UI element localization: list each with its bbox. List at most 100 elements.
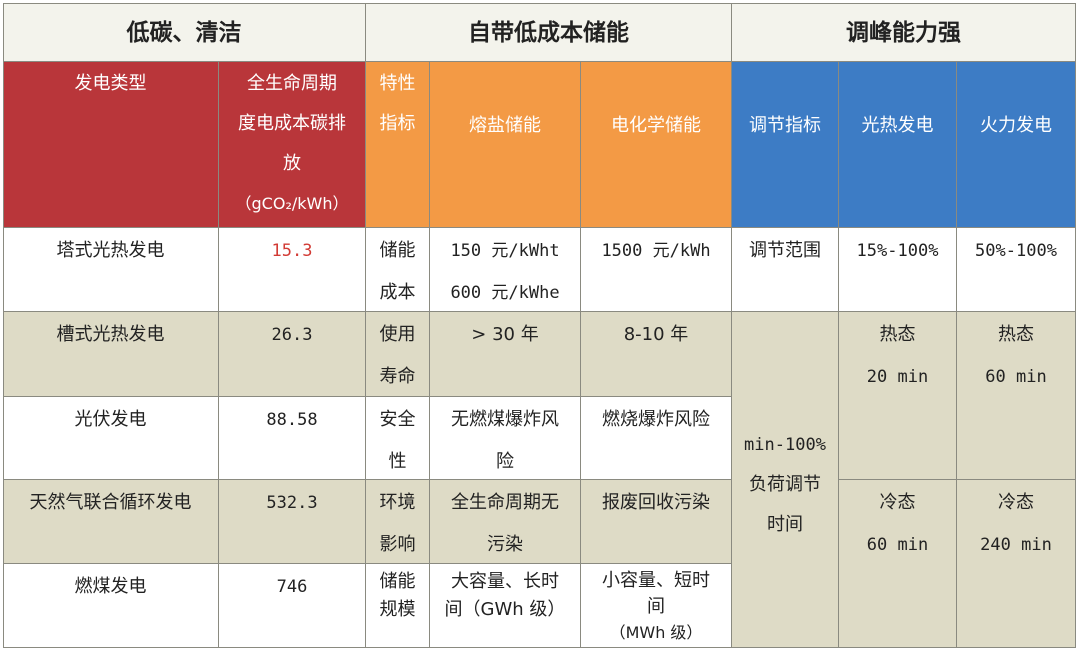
feature-line1: 安全 <box>379 409 416 430</box>
storage-electro: 小容量、短时 间 （MWh 级） <box>581 564 732 648</box>
storage-molten: 150 元/kWht 600 元/kWhe <box>430 228 581 312</box>
header-feature-line1: 特性 <box>379 73 416 94</box>
hot-label: 热态 <box>998 324 1034 345</box>
time-label-line2: 负荷调节 <box>749 473 821 495</box>
header-feature-line2: 指标 <box>379 113 416 134</box>
header-molten-label: 熔盐储能 <box>469 114 541 136</box>
cold-label: 冷态 <box>879 492 916 513</box>
molten-line2: 污染 <box>487 534 523 555</box>
header-thermal: 火力发电 <box>957 62 1076 228</box>
header-type-label: 发电类型 <box>74 73 147 94</box>
header-carbon-line2: 度电成本碳排 <box>238 113 346 134</box>
row-type-label: 塔式光热发电 <box>56 240 165 261</box>
peak-time-label: min-100% 负荷调节 时间 <box>732 312 839 648</box>
header-electro: 电化学储能 <box>581 62 732 228</box>
feature-line1: 储能 <box>379 240 416 261</box>
storage-feature: 储能 成本 <box>366 228 430 312</box>
storage-molten: 无燃煤爆炸风 险 <box>430 397 581 480</box>
header-csp: 光热发电 <box>839 62 957 228</box>
peak-hot-csp: 热态 20 min <box>839 312 957 480</box>
range-label: 调节范围 <box>749 240 821 261</box>
feature-line2: 规模 <box>379 599 416 620</box>
group-header-peak: 调峰能力强 <box>732 3 1076 62</box>
storage-molten: > 30 年 <box>430 312 581 397</box>
row-carbon-value: 26.3 <box>271 325 313 345</box>
row-type-label: 天然气联合循环发电 <box>29 492 192 513</box>
electro-line1: 1500 元/kWh <box>601 241 711 261</box>
storage-feature: 储能 规模 <box>366 564 430 648</box>
feature-line2: 寿命 <box>379 366 416 387</box>
table-row-carbon: 88.58 <box>219 397 366 480</box>
molten-line1: 全生命周期无 <box>451 492 559 513</box>
cold-label: 冷态 <box>998 492 1034 513</box>
cold-csp-value: 60 min <box>866 535 929 555</box>
hot-thermal-value: 60 min <box>985 367 1047 387</box>
header-adjust: 调节指标 <box>732 62 839 228</box>
group-header-low-carbon: 低碳、清洁 <box>3 3 366 62</box>
feature-line1: 使用 <box>379 324 416 345</box>
electro-line2: 间 <box>647 596 665 617</box>
group-low-carbon-label: 低碳、清洁 <box>126 20 242 46</box>
storage-electro: 燃烧爆炸风险 <box>581 397 732 480</box>
header-carbon: 全生命周期 度电成本碳排 放 （gCO₂/kWh） <box>219 62 366 228</box>
feature-line2: 成本 <box>379 282 416 303</box>
storage-molten: 大容量、长时 间（GWh 级） <box>430 564 581 648</box>
group-storage-label: 自带低成本储能 <box>468 20 629 46</box>
storage-feature: 安全 性 <box>366 397 430 480</box>
feature-line2: 性 <box>388 451 407 472</box>
storage-feature: 使用 寿命 <box>366 312 430 397</box>
peak-hot-thermal: 热态 60 min <box>957 312 1076 480</box>
table-row-type: 燃煤发电 <box>3 564 219 648</box>
electro-line1: 报废回收污染 <box>602 492 710 513</box>
peak-range-label: 调节范围 <box>732 228 839 312</box>
row-type-label: 槽式光热发电 <box>56 324 165 345</box>
peak-csp-range: 15%-100% <box>839 228 957 312</box>
peak-cold-thermal: 冷态 240 min <box>957 480 1076 648</box>
table-row-type: 光伏发电 <box>3 397 219 480</box>
thermal-range-value: 50%-100% <box>975 241 1057 261</box>
peak-thermal-range: 50%-100% <box>957 228 1076 312</box>
header-feature: 特性 指标 <box>366 62 430 228</box>
molten-line2: 600 元/kWhe <box>450 283 560 303</box>
electro-line1: 8-10 年 <box>623 324 689 345</box>
table-row-type: 槽式光热发电 <box>3 312 219 397</box>
table-row-carbon: 15.3 <box>219 228 366 312</box>
header-carbon-line1: 全生命周期 <box>247 73 337 94</box>
csp-range-value: 15%-100% <box>856 241 939 261</box>
peak-cold-csp: 冷态 60 min <box>839 480 957 648</box>
row-carbon-value: 532.3 <box>266 493 318 513</box>
feature-line1: 储能 <box>379 571 416 592</box>
electro-line1: 小容量、短时 <box>602 570 710 591</box>
row-carbon-value: 88.58 <box>266 410 318 430</box>
molten-line1: > 30 年 <box>471 324 539 345</box>
storage-electro: 报废回收污染 <box>581 480 732 564</box>
electro-line3: （MWh 级） <box>609 623 703 642</box>
table-row-carbon: 746 <box>219 564 366 648</box>
molten-line2: 险 <box>496 451 514 472</box>
table-row-carbon: 532.3 <box>219 480 366 564</box>
molten-line1: 无燃煤爆炸风 <box>451 409 559 430</box>
header-molten: 熔盐储能 <box>430 62 581 228</box>
table-row-type: 塔式光热发电 <box>3 228 219 312</box>
header-carbon-unit: （gCO₂/kWh） <box>235 194 349 213</box>
header-adjust-label: 调节指标 <box>749 114 821 136</box>
group-header-storage: 自带低成本储能 <box>366 3 732 62</box>
row-carbon-value: 15.3 <box>271 241 313 261</box>
cold-thermal-value: 240 min <box>980 535 1052 555</box>
hot-label: 热态 <box>879 324 916 345</box>
molten-line2: 间（GWh 级） <box>444 599 566 620</box>
feature-line2: 影响 <box>379 534 416 555</box>
row-type-label: 燃煤发电 <box>74 576 147 597</box>
hot-csp-value: 20 min <box>866 367 929 387</box>
table-row-carbon: 26.3 <box>219 312 366 397</box>
header-csp-label: 光热发电 <box>861 114 934 136</box>
storage-electro: 1500 元/kWh <box>581 228 732 312</box>
storage-feature: 环境 影响 <box>366 480 430 564</box>
row-carbon-value: 746 <box>276 577 308 597</box>
molten-line1: 150 元/kWht <box>450 241 560 261</box>
electro-line1: 燃烧爆炸风险 <box>602 409 710 430</box>
time-label-line1: min-100% <box>744 434 826 455</box>
header-thermal-label: 火力发电 <box>980 114 1052 136</box>
header-electro-label: 电化学储能 <box>611 114 701 136</box>
molten-line1: 大容量、长时 <box>451 571 559 592</box>
